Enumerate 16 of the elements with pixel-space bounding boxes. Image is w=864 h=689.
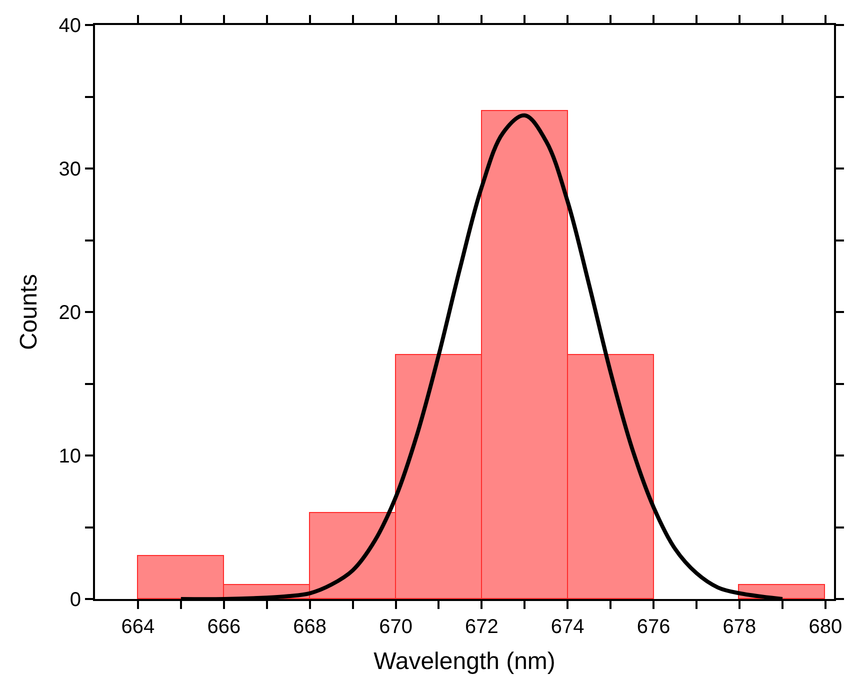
y-tick-label: 40 (58, 15, 81, 37)
y-tick-label: 30 (58, 158, 81, 180)
x-tick-label: 666 (207, 616, 241, 638)
y-tick-label: 20 (58, 302, 81, 324)
x-tick-label: 672 (465, 616, 498, 638)
x-tick-label: 670 (379, 616, 412, 638)
x-tick-label: 668 (293, 616, 327, 638)
y-axis-title: Counts (15, 274, 42, 350)
x-axis-title: Wavelength (nm) (374, 648, 556, 675)
y-tick-label: 0 (70, 589, 81, 611)
x-tick-label: 674 (550, 616, 584, 638)
x-tick-label: 664 (121, 616, 155, 638)
x-tick-label: 678 (722, 616, 756, 638)
x-tick-label: 676 (636, 616, 670, 638)
y-tick-label: 10 (58, 446, 81, 468)
x-tick-label: 680 (808, 616, 842, 638)
